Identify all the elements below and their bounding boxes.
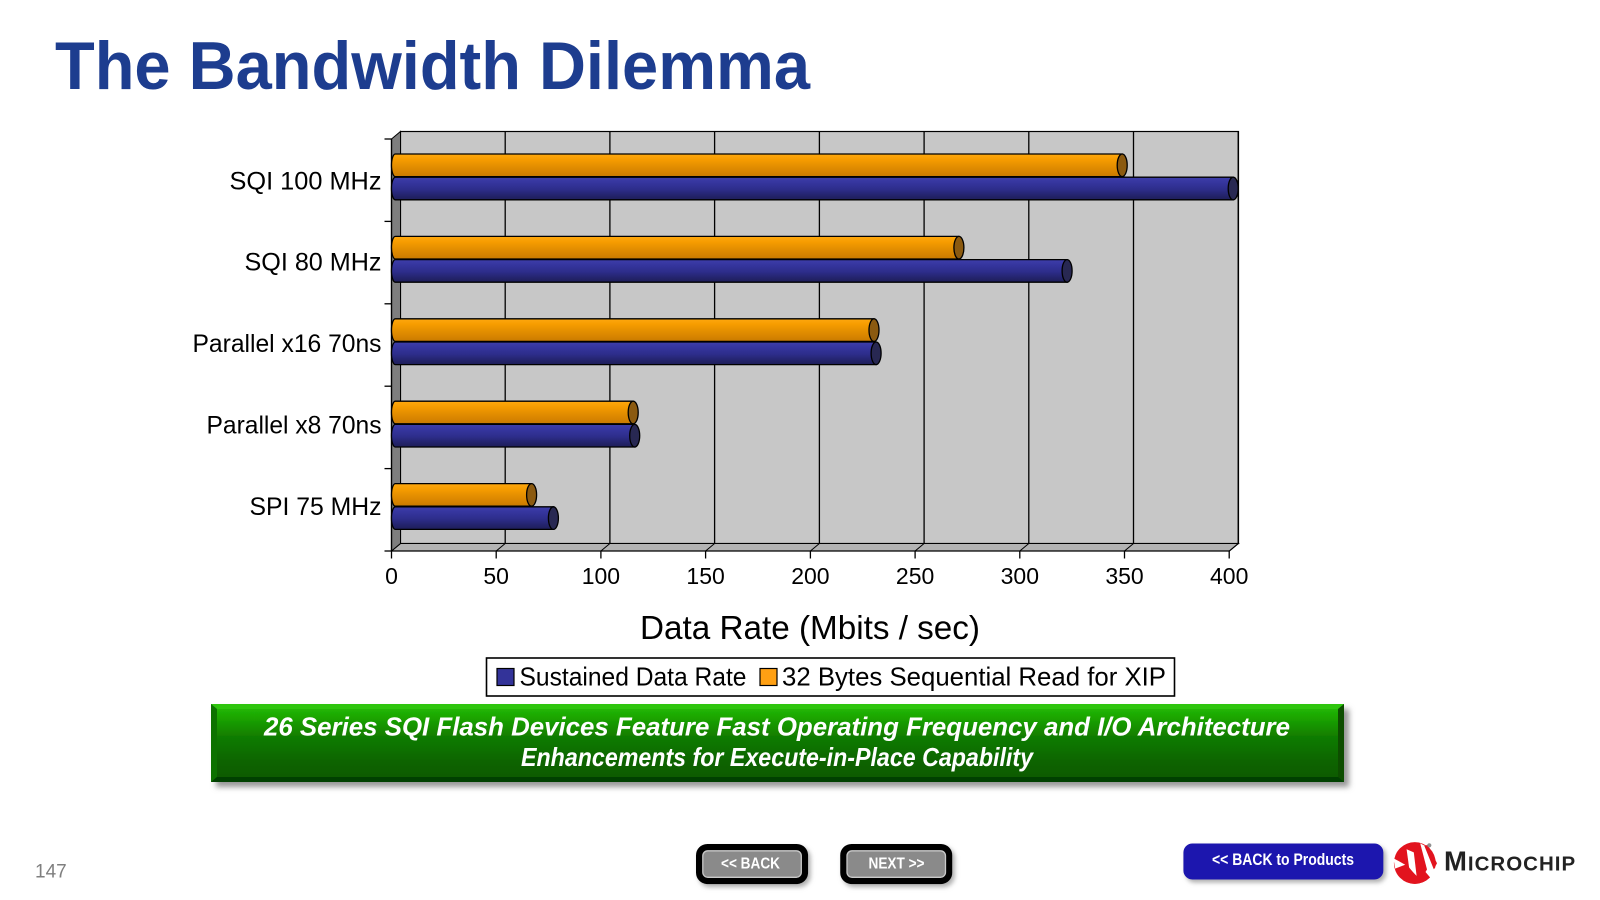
svg-text:SPI 75 MHz: SPI 75 MHz — [250, 493, 382, 521]
svg-text:350: 350 — [1105, 563, 1143, 589]
svg-text:NEXT >>: NEXT >> — [869, 856, 925, 873]
svg-text:Data Rate (Mbits / sec): Data Rate (Mbits / sec) — [640, 609, 980, 646]
svg-text:<< BACK to Products: << BACK to Products — [1212, 851, 1354, 869]
svg-text:Parallel x16 70ns: Parallel x16 70ns — [193, 330, 382, 358]
svg-text:300: 300 — [1001, 563, 1039, 589]
svg-text:SQI 80 MHz: SQI 80 MHz — [245, 249, 382, 277]
svg-text:100: 100 — [582, 563, 620, 589]
svg-text:<< BACK: << BACK — [721, 856, 781, 873]
svg-text:200: 200 — [791, 563, 829, 589]
svg-text:SQI 100 MHz: SQI 100 MHz — [230, 167, 382, 195]
svg-text:250: 250 — [896, 563, 934, 589]
svg-text:Parallel x8 70ns: Parallel x8 70ns — [207, 412, 382, 440]
svg-text:50: 50 — [483, 563, 509, 589]
svg-text:147: 147 — [35, 862, 67, 883]
svg-text:150: 150 — [686, 563, 724, 589]
svg-text:32 Bytes Sequential Read for X: 32 Bytes Sequential Read for XIP — [782, 662, 1166, 692]
svg-text:26 Series SQI Flash Devices Fe: 26 Series SQI Flash Devices Feature Fast… — [263, 712, 1290, 742]
svg-text:Enhancements for Execute-in-Pl: Enhancements for Execute-in-Place Capabi… — [521, 742, 1034, 772]
svg-text:The Bandwidth Dilemma: The Bandwidth Dilemma — [55, 28, 811, 104]
svg-text:400: 400 — [1210, 563, 1248, 589]
svg-text:Sustained Data Rate: Sustained Data Rate — [520, 662, 747, 692]
svg-text:0: 0 — [385, 563, 398, 589]
